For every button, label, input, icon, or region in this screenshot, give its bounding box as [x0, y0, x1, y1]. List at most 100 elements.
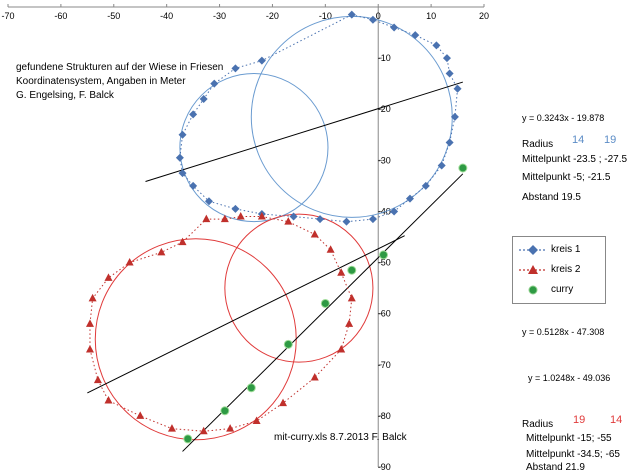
data-point-kreis-2 [93, 375, 102, 384]
center-1a: Mittelpunkt -23.5 ; -27.5 [522, 154, 628, 165]
y-tick-label: -90 [378, 462, 391, 472]
data-point-curry [183, 434, 193, 444]
data-point-kreis-2 [220, 214, 229, 223]
equation-3: y = 1.0248x - 49.036 [528, 373, 611, 383]
data-point-kreis-1 [450, 112, 459, 121]
data-point-kreis-1 [289, 212, 298, 221]
data-point-kreis-1 [445, 69, 454, 78]
x-tick-label: -40 [160, 11, 173, 21]
data-point-kreis-1 [432, 41, 441, 50]
data-point-kreis-1 [390, 207, 399, 216]
center-2a: Mittelpunkt -15; -55 [526, 433, 612, 444]
data-point-curry [283, 339, 293, 349]
data-point-kreis-2 [226, 424, 235, 432]
data-point-kreis-2 [326, 245, 335, 253]
data-point-kreis-1 [210, 79, 219, 88]
chart-title-line-3: G. Engelsing, F. Balck [16, 90, 114, 101]
data-point-kreis-2 [125, 258, 134, 266]
x-tick-label: -70 [1, 11, 14, 21]
data-point-kreis-2 [337, 268, 346, 276]
radius-1-value-b: 19 [604, 134, 617, 146]
data-point-kreis-2 [257, 212, 266, 220]
data-point-kreis-1 [178, 169, 187, 178]
trendline [182, 173, 464, 452]
center-1b: Mittelpunkt -5; -21.5 [522, 172, 611, 183]
radius-2-label: Radius [522, 419, 554, 430]
data-point-kreis-1 [421, 181, 430, 190]
data-point-kreis-2 [310, 373, 319, 381]
x-tick-label: -30 [213, 11, 226, 21]
data-point-kreis-2 [202, 214, 211, 223]
data-point-kreis-1 [453, 84, 462, 93]
file-note: mit-curry.xls 8.7.2013 F. Balck [274, 432, 407, 443]
x-tick-label: -50 [107, 11, 120, 21]
radius-2-value-b: 14 [610, 414, 623, 426]
data-point-kreis-2 [85, 344, 94, 353]
x-tick-label: -10 [319, 11, 332, 21]
trendline [87, 235, 405, 394]
data-point-curry [320, 298, 330, 308]
chart-title-line-1: gefundene Strukturen auf der Wiese in Fr… [16, 62, 224, 73]
data-point-curry [347, 265, 357, 275]
equation-2: y = 0.5128x - 47.308 [522, 327, 605, 337]
data-point-kreis-1 [204, 197, 213, 206]
equation-1: y = 0.3243x - 19.878 [522, 113, 605, 123]
diamond-marker-icon [528, 245, 538, 255]
y-tick-label: -60 [378, 309, 391, 319]
data-point-kreis-1 [231, 204, 240, 213]
legend-label-kreis-1: kreis 1 [551, 244, 581, 255]
data-point-kreis-1 [347, 10, 356, 19]
radius-2-value-a: 19 [573, 414, 586, 426]
data-series [85, 10, 468, 444]
data-point-kreis-2 [284, 217, 293, 225]
y-tick-label: -30 [378, 155, 391, 165]
data-point-kreis-1 [390, 23, 399, 32]
data-point-curry [246, 383, 256, 393]
data-point-kreis-1 [342, 217, 351, 226]
data-point-curry [220, 406, 230, 416]
data-point-kreis-1 [316, 215, 325, 224]
fitted-circle [179, 73, 329, 223]
legend: kreis 1 kreis 2 curry [512, 236, 606, 304]
trendline [145, 81, 463, 183]
legend-label-curry: curry [551, 284, 574, 295]
y-tick-label: -50 [378, 258, 391, 268]
x-tick-label: 0 [376, 11, 381, 21]
legend-item-curry: curry [517, 283, 603, 297]
data-point-kreis-1 [442, 54, 451, 63]
series-line-kreis-1 [179, 14, 459, 223]
data-point-curry [379, 250, 389, 260]
data-point-kreis-2 [252, 416, 261, 424]
y-tick-label: -70 [378, 360, 391, 370]
distance-1: Abstand 19.5 [522, 192, 581, 203]
triangle-marker-icon [528, 265, 538, 274]
x-tick-label: 10 [426, 11, 436, 21]
data-point-kreis-2 [157, 247, 166, 256]
legend-item-kreis-2: kreis 2 [517, 263, 603, 277]
data-point-curry [458, 163, 468, 173]
y-tick-label: -40 [378, 206, 391, 216]
data-point-kreis-1 [257, 56, 266, 65]
data-point-kreis-1 [178, 130, 187, 139]
data-point-kreis-1 [189, 181, 198, 190]
data-point-kreis-2 [310, 229, 319, 238]
data-point-kreis-2 [88, 293, 97, 302]
data-point-kreis-1 [175, 153, 184, 162]
data-point-kreis-1 [189, 110, 198, 119]
data-point-kreis-1 [445, 138, 454, 147]
data-point-kreis-1 [199, 95, 208, 103]
series-line-kreis-2 [89, 216, 353, 432]
data-point-kreis-2 [337, 344, 346, 353]
trendlines [87, 81, 464, 452]
data-point-kreis-2 [167, 424, 176, 432]
data-point-kreis-1 [411, 31, 420, 40]
circle-marker-icon [528, 285, 538, 295]
axes: -70 -60 -50 -40 -30 -20 -10 0 10 20 -10 -20 -30 -40 -5… [1, 4, 489, 472]
data-point-kreis-1 [368, 215, 377, 224]
data-point-kreis-1 [368, 15, 377, 24]
x-tick-label: -60 [54, 11, 67, 21]
distance-2: Abstand 21.9 [526, 462, 585, 473]
data-point-kreis-2 [85, 319, 94, 327]
legend-item-kreis-1: kreis 1 [517, 243, 603, 257]
